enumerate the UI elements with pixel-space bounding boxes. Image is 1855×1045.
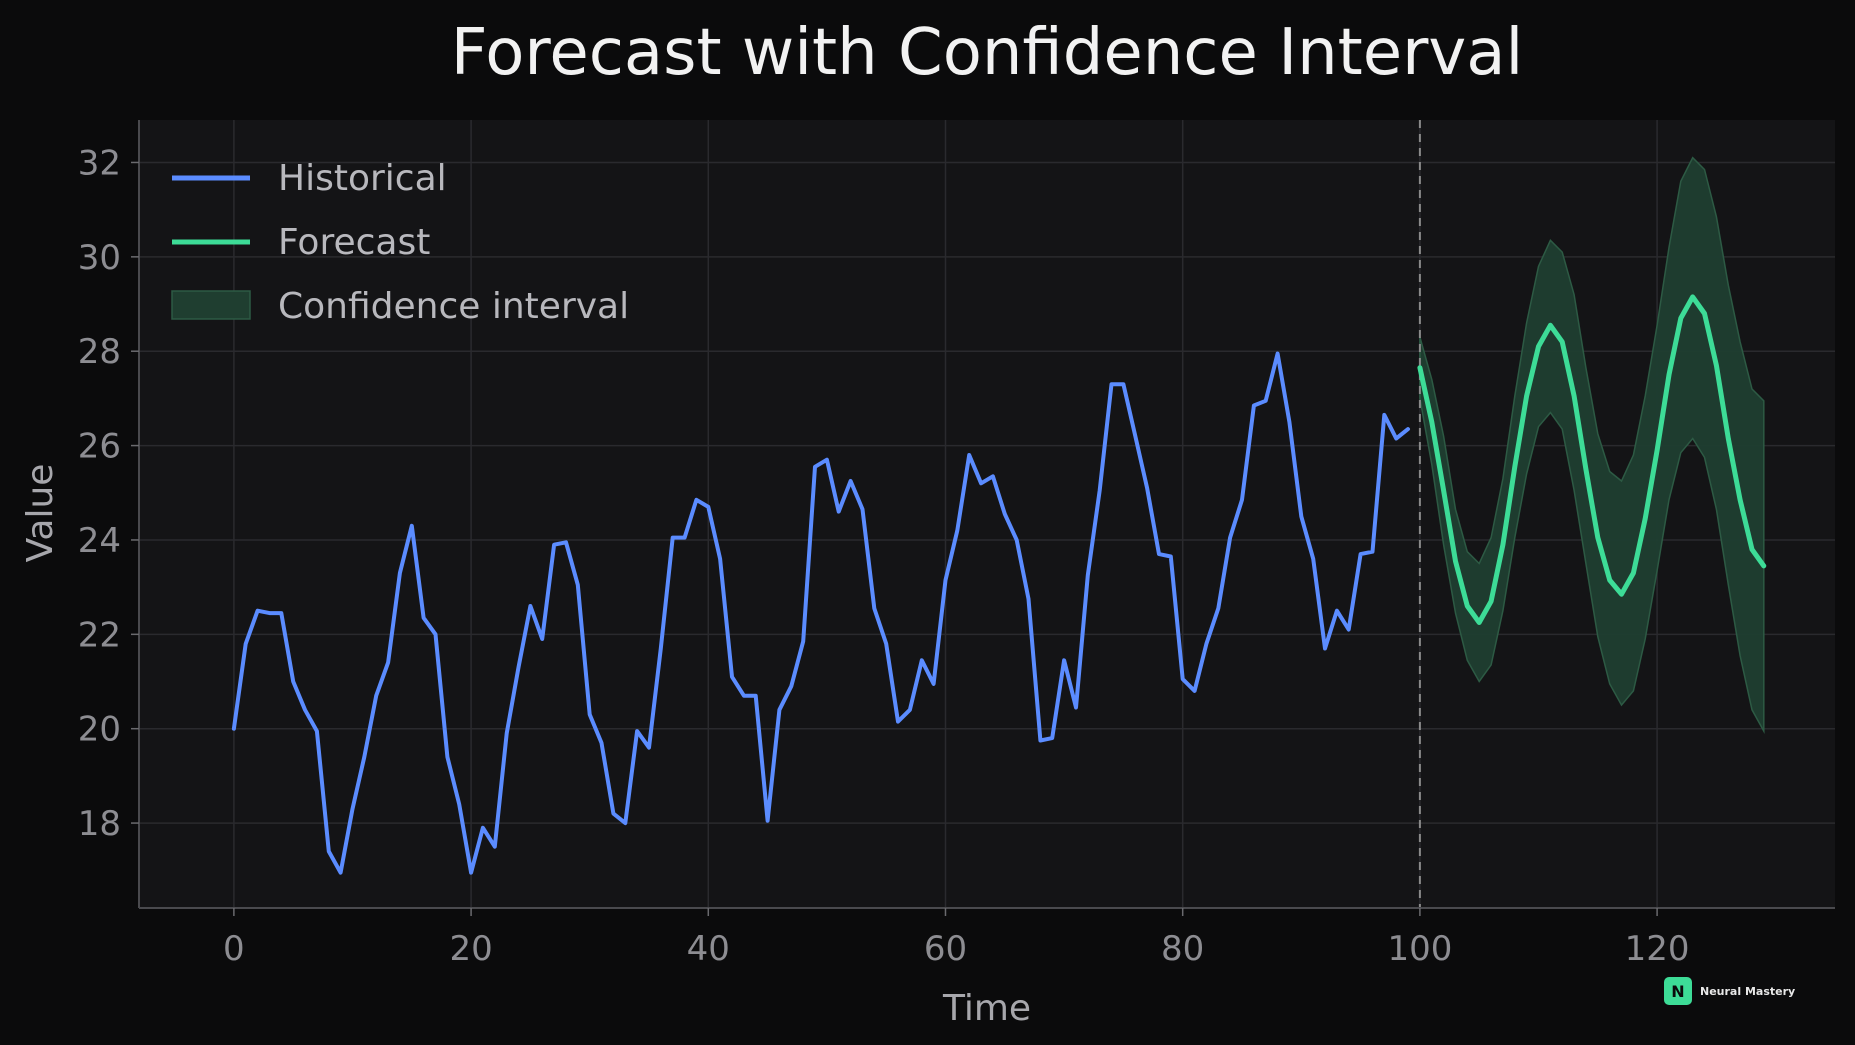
x-tick-label: 20 [449, 929, 492, 969]
brand-name: Neural Mastery [1700, 985, 1795, 998]
y-tick-label: 30 [78, 238, 121, 278]
forecast-line [1417, 294, 1767, 625]
series-lines-layer [231, 294, 1767, 875]
x-tick-label: 0 [223, 929, 245, 969]
x-tick-label: 120 [1625, 929, 1690, 969]
axes [138, 120, 1835, 909]
brand-mark: N Neural Mastery [1664, 977, 1795, 1005]
x-tick-label: 60 [924, 929, 967, 969]
tick-labels: 0 20 40 60 80 100 120 18 20 22 24 26 28 30 32 [78, 143, 1690, 969]
brand-badge [1664, 977, 1692, 1005]
historical-line [231, 351, 1410, 875]
y-axis-label: Value [20, 464, 61, 563]
legend-label-historical: Historical [278, 158, 447, 199]
legend-label-forecast: Forecast [278, 222, 430, 263]
y-tick-label: 18 [78, 804, 121, 844]
x-tick-label: 80 [1161, 929, 1204, 969]
x-tick-label: 40 [687, 929, 730, 969]
legend: Historical Forecast Confidence interval [171, 158, 629, 327]
brand-badge-letter: N [1671, 982, 1684, 1001]
confidence-interval-band [1419, 156, 1765, 735]
x-axis-label: Time [942, 988, 1031, 1029]
x-tick-label: 100 [1387, 929, 1452, 969]
legend-label-confidence-interval: Confidence interval [278, 286, 629, 327]
y-tick-label: 32 [78, 143, 121, 183]
y-tick-label: 28 [78, 332, 121, 372]
confidence-band-layer [1418, 120, 1765, 908]
y-tick-label: 26 [78, 427, 121, 467]
y-tick-label: 22 [78, 615, 121, 655]
y-tick-label: 24 [78, 521, 121, 561]
legend-swatch-confidence-interval [171, 290, 251, 320]
chart-title: Forecast with Confidence Interval [451, 16, 1524, 90]
y-tick-label: 20 [78, 710, 121, 750]
